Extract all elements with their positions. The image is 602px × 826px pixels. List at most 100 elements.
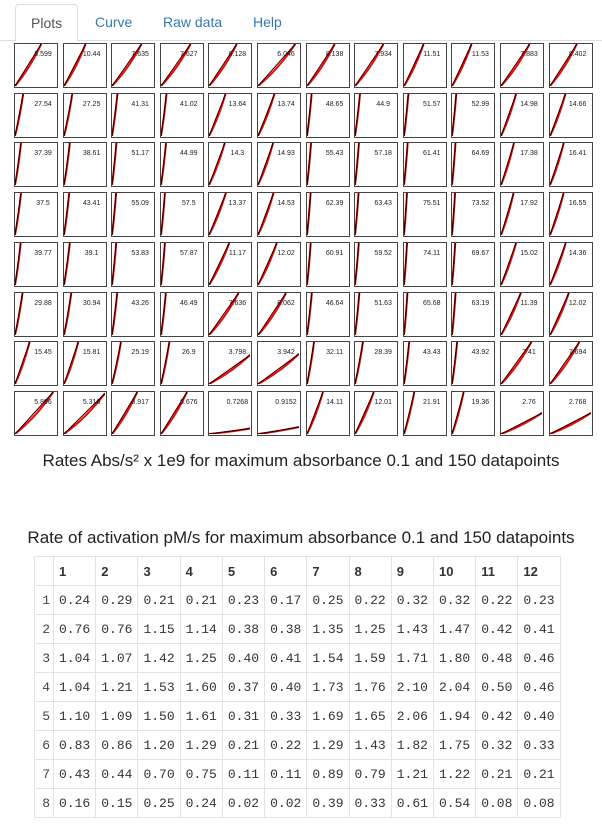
fit-line <box>549 342 580 385</box>
rate-label: 14.93 <box>277 150 295 158</box>
fit-line <box>501 242 517 285</box>
fit-line <box>355 292 361 335</box>
fit-line <box>112 391 138 434</box>
fit-line <box>355 342 364 385</box>
table-cell: 1.21 <box>390 759 434 789</box>
table-cell: 0.75 <box>179 759 223 789</box>
rate-label: 14.3 <box>230 150 245 158</box>
row-header: 6 <box>34 730 54 760</box>
data-curve <box>355 44 385 86</box>
rate-label: 41.02 <box>180 100 198 108</box>
rate-label: 44.99 <box>180 150 198 158</box>
table-cell: 0.11 <box>264 759 308 789</box>
rate-label: 14.11 <box>326 398 344 406</box>
rate-label: 74.11 <box>423 249 441 257</box>
mini-plot: 26.9 <box>159 341 204 387</box>
fit-line <box>15 193 22 236</box>
mini-plot: 8.138 <box>305 43 350 88</box>
table-cell: 2.04 <box>432 672 477 702</box>
rate-label: 11.53 <box>471 51 489 58</box>
mini-plot: 52.99 <box>451 92 496 138</box>
fit-line <box>15 44 42 86</box>
table-cell: 0.32 <box>432 585 477 615</box>
fit-line <box>63 143 70 186</box>
fit-line <box>160 391 188 434</box>
column-header: 3 <box>137 556 181 586</box>
fit-line <box>63 93 73 136</box>
table-cell: 0.23 <box>221 585 266 615</box>
fit-line <box>549 143 564 186</box>
mini-plot: 8.062 <box>257 291 301 337</box>
column-header: 5 <box>221 556 266 586</box>
table-cell: 0.89 <box>306 759 350 789</box>
mini-plot: 5.318 <box>62 390 107 436</box>
column-header: 9 <box>390 556 434 586</box>
data-curve <box>63 392 105 434</box>
table-cell: 0.76 <box>95 614 139 644</box>
data-curve <box>306 44 336 86</box>
fit-line <box>452 44 473 86</box>
column-header: 6 <box>264 556 308 586</box>
fit-line <box>501 193 515 236</box>
rate-label: 13.64 <box>228 100 247 108</box>
fit-line <box>355 44 385 86</box>
table-cell: 1.07 <box>95 643 139 673</box>
fit-line <box>63 342 79 385</box>
mini-plot: 59.52 <box>354 241 399 287</box>
fit-line <box>501 143 515 186</box>
mini-plot: 69.67 <box>451 241 496 287</box>
row-header: 1 <box>34 585 54 615</box>
tab-plots[interactable]: Plots <box>15 4 79 42</box>
mini-plot: 8.599 <box>14 43 58 88</box>
rate-label: 46.49 <box>180 299 198 307</box>
mini-plot: 11.53 <box>451 43 496 88</box>
fit-line <box>549 412 591 434</box>
rate-label: 55.43 <box>325 150 344 158</box>
fit-line <box>15 391 54 434</box>
fit-line <box>112 93 119 136</box>
table-row: 2 0.76 0.76 1.15 1.14 0.38 0.38 1.35 1.25 1.43 1.4… <box>34 614 561 644</box>
mini-plot: 30.94 <box>62 291 107 337</box>
mini-plot: 60.91 <box>305 241 350 287</box>
mini-plot: 5.896 <box>14 390 58 436</box>
rate-label: 43.41 <box>82 200 101 208</box>
mini-plot: 44.99 <box>159 142 204 188</box>
mini-plot: 43.43 <box>402 341 447 387</box>
tab-curve[interactable]: Curve <box>95 14 133 30</box>
rate-label: 28.39 <box>374 349 392 357</box>
fit-line <box>306 93 312 136</box>
mini-plot: 75.51 <box>402 192 447 238</box>
table-cell: 1.35 <box>306 614 350 644</box>
rate-label: 15.02 <box>520 249 538 257</box>
fit-line <box>403 193 408 236</box>
column-header: 12 <box>517 556 561 586</box>
fit-line <box>63 242 70 285</box>
row-header: 2 <box>34 614 54 644</box>
fit-line <box>160 44 191 86</box>
data-curve <box>160 44 192 86</box>
fit-line <box>306 193 311 236</box>
rate-label: 38.61 <box>82 150 101 158</box>
rate-label: 13.74 <box>277 100 295 108</box>
fit-line <box>15 342 31 385</box>
data-curve <box>112 44 143 86</box>
mini-plot: 14.36 <box>548 241 593 287</box>
fit-line <box>63 392 105 434</box>
rate-label: 12.01 <box>374 398 392 406</box>
table-cell: 1.76 <box>348 672 392 702</box>
table-cell: 0.33 <box>348 788 392 818</box>
mini-plot: 8.128 <box>208 43 253 88</box>
rate-label: 39.77 <box>34 249 52 257</box>
tab-help[interactable]: Help <box>253 14 282 30</box>
table-cell: 1.75 <box>432 730 477 760</box>
rate-label: 41.31 <box>131 100 149 108</box>
tab-raw-data[interactable]: Raw data <box>163 14 223 30</box>
mini-plot: 8.676 <box>159 390 204 436</box>
table-row: 7 0.43 0.44 0.70 0.75 0.11 0.11 0.89 0.79 1.21 1.2… <box>34 759 561 789</box>
fit-line <box>501 93 517 136</box>
table-cell: 0.22 <box>475 585 519 615</box>
mini-plot: 16.41 <box>548 142 593 188</box>
fit-line <box>160 93 167 136</box>
table-cell: 0.24 <box>179 788 223 818</box>
mini-plot: 57.18 <box>354 142 399 188</box>
